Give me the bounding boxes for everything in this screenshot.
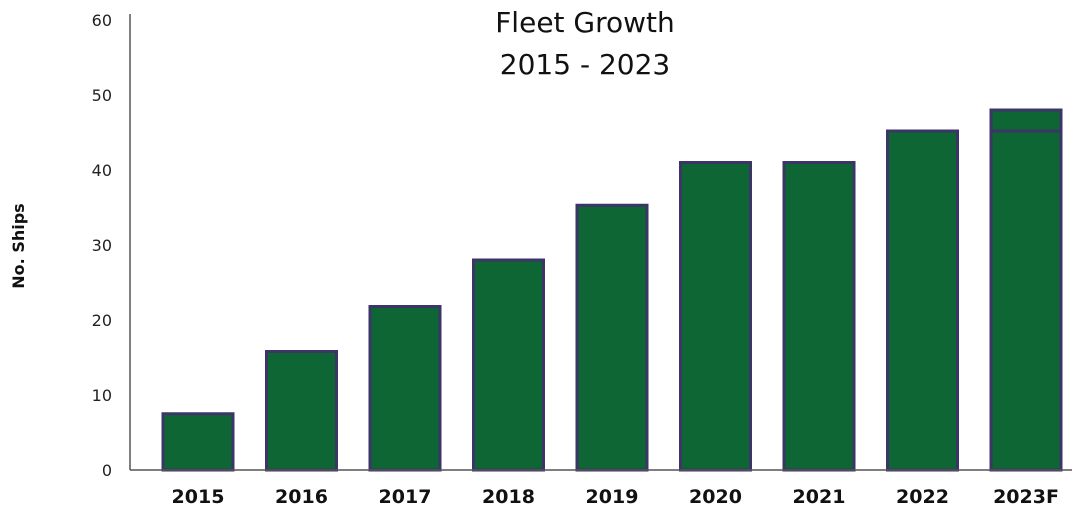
x-tick-label: 2021 — [793, 486, 846, 508]
x-tick-label: 2023F — [993, 486, 1059, 508]
y-tick-label: 20 — [92, 311, 112, 330]
chart-title: Fleet Growth 2015 - 2023 — [495, 6, 675, 81]
bar-2018 — [472, 258, 545, 472]
bar-2021 — [782, 161, 856, 472]
y-axis-ticks: 0 10 20 30 40 50 60 — [92, 11, 112, 480]
x-tick-label: 2020 — [689, 486, 742, 508]
x-axis-ticks: 2015 2016 2017 2018 2019 2020 2021 2022 2023F — [172, 486, 1059, 508]
bar-2015 — [161, 412, 235, 472]
y-tick-label: 40 — [92, 161, 112, 180]
bar-2016 — [265, 350, 338, 472]
x-tick-label: 2016 — [275, 486, 328, 508]
bar-2017 — [368, 305, 442, 472]
chart-title-line-2: 2015 - 2023 — [500, 48, 670, 81]
bar-2019 — [575, 203, 649, 472]
x-tick-label: 2019 — [586, 486, 639, 508]
y-axis-label: No. Ships — [9, 203, 28, 288]
y-tick-label: 60 — [92, 11, 112, 30]
y-tick-label: 10 — [92, 386, 112, 405]
y-tick-label: 30 — [92, 236, 112, 255]
bar-2022 — [886, 129, 959, 472]
y-tick-label: 0 — [102, 461, 112, 480]
x-tick-label: 2017 — [379, 486, 432, 508]
bars — [161, 108, 1063, 472]
bar-2023f — [989, 108, 1063, 472]
x-tick-label: 2018 — [482, 486, 535, 508]
y-tick-label: 50 — [92, 86, 112, 105]
bar-2020 — [679, 161, 752, 472]
x-tick-label: 2022 — [896, 486, 949, 508]
x-tick-label: 2015 — [172, 486, 225, 508]
chart-title-line-1: Fleet Growth — [495, 6, 675, 39]
